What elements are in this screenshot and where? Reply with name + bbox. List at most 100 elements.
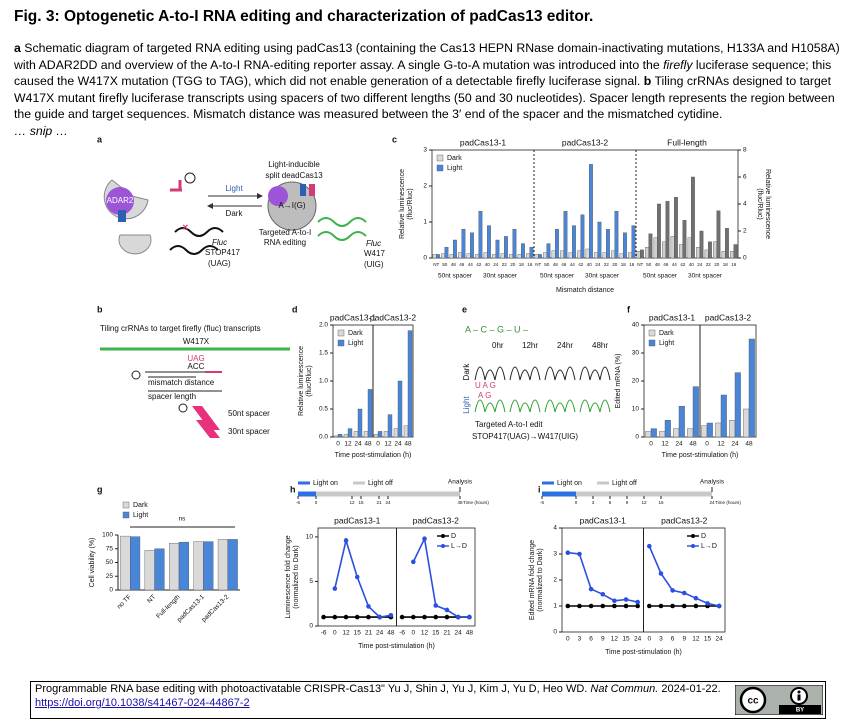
crRNA-loop bbox=[131, 370, 141, 380]
y-tick-label: 0 bbox=[423, 255, 427, 262]
legend-swatch bbox=[337, 329, 345, 337]
spacer-label: 50nt spacer bbox=[643, 273, 678, 280]
point bbox=[422, 614, 427, 620]
bar bbox=[193, 541, 204, 591]
bar bbox=[509, 254, 513, 259]
x-tick-label: 20 bbox=[714, 262, 720, 267]
point bbox=[343, 538, 349, 543]
legend-label: Light bbox=[659, 340, 674, 347]
legend-marker bbox=[691, 544, 695, 548]
y-tick-label: 0 bbox=[635, 434, 639, 441]
x-tick-label: 48 bbox=[689, 441, 697, 448]
bar bbox=[648, 233, 653, 259]
bar bbox=[748, 338, 755, 438]
bar bbox=[466, 253, 471, 259]
point bbox=[422, 536, 427, 541]
bar bbox=[568, 252, 573, 259]
timeline-tick-label: 6 bbox=[609, 500, 612, 505]
point bbox=[658, 603, 664, 609]
y-tick-label: 4 bbox=[743, 201, 747, 208]
point bbox=[612, 598, 617, 604]
bar bbox=[594, 252, 598, 259]
x-tick-label: 24 bbox=[697, 262, 703, 267]
x-tick-label: 44 bbox=[468, 262, 474, 267]
bar bbox=[721, 251, 726, 259]
x-tick-label: 48 bbox=[466, 630, 474, 637]
x-tick-label: 9 bbox=[682, 636, 686, 643]
panel-label: c bbox=[392, 134, 397, 144]
axis-title: Luminescence fold change bbox=[285, 535, 292, 618]
x-tick-label: 40 bbox=[689, 262, 695, 267]
bar bbox=[436, 254, 440, 259]
legend-label: Light bbox=[447, 165, 462, 172]
group-title: padCas13-2 bbox=[562, 137, 609, 147]
x-tick-label: 21 bbox=[443, 630, 451, 637]
bar bbox=[580, 214, 585, 259]
bar bbox=[611, 250, 615, 259]
bar bbox=[708, 241, 712, 259]
point bbox=[623, 597, 629, 602]
bar bbox=[403, 425, 409, 438]
panel-b: b Tiling crRNAs to target firefly (fluc)… bbox=[97, 304, 290, 438]
edit-label: Targeted A-to-I edit bbox=[475, 420, 543, 429]
bar bbox=[687, 428, 694, 438]
point bbox=[321, 614, 326, 620]
x-tick-label: NT bbox=[535, 262, 541, 267]
x-tick-label: 40 bbox=[485, 262, 491, 267]
bar bbox=[449, 254, 454, 259]
group-title: padCas13-1 bbox=[460, 137, 507, 147]
x-tick-label: 15 bbox=[432, 630, 440, 637]
y-tick-label: 4 bbox=[553, 525, 557, 532]
bar bbox=[357, 408, 363, 438]
point bbox=[670, 603, 675, 609]
point bbox=[716, 603, 722, 609]
fluc-label: Fluc bbox=[212, 238, 227, 247]
time-label: 48hr bbox=[592, 341, 608, 350]
timeline-tick-label: 48 bbox=[457, 500, 463, 505]
bar bbox=[144, 550, 155, 591]
y-tick-label: 2 bbox=[423, 183, 427, 190]
spacer-label: spacer length bbox=[148, 392, 196, 401]
point bbox=[354, 574, 360, 580]
bar bbox=[715, 422, 722, 438]
bar bbox=[664, 420, 671, 438]
bar bbox=[461, 228, 466, 259]
point bbox=[455, 614, 461, 620]
point bbox=[705, 601, 710, 606]
bar bbox=[546, 243, 551, 259]
y-tick-label: 10 bbox=[632, 406, 640, 413]
bar bbox=[674, 197, 678, 259]
axis-title: (fluc/Rluc) bbox=[306, 365, 313, 397]
series-line bbox=[412, 536, 470, 618]
timeline-tick-label: 9 bbox=[626, 500, 629, 505]
bar bbox=[597, 221, 602, 259]
analysis-label: Analysis bbox=[448, 479, 473, 486]
x-tick-label: 24 bbox=[595, 262, 601, 267]
group-title: padCas13-2 bbox=[370, 312, 417, 322]
bar bbox=[743, 408, 750, 438]
mismatch-label: mismatch distance bbox=[148, 378, 215, 387]
adar-domain bbox=[268, 186, 288, 206]
bar bbox=[363, 431, 369, 438]
x-tick-label: 15 bbox=[704, 636, 712, 643]
legend-label: Dark bbox=[133, 502, 148, 509]
point bbox=[623, 603, 629, 609]
spacer-label: 50nt spacer bbox=[438, 273, 473, 280]
doi-link[interactable]: https://doi.org/10.1038/s41467-024-44867… bbox=[35, 697, 250, 709]
bar bbox=[725, 228, 729, 259]
spacer-50: 50nt spacer bbox=[228, 409, 270, 418]
point bbox=[399, 614, 405, 620]
bar bbox=[650, 428, 657, 438]
bar bbox=[534, 254, 539, 259]
bar bbox=[720, 394, 727, 438]
bar bbox=[572, 225, 576, 259]
bar bbox=[478, 210, 483, 259]
row-label: Dark bbox=[462, 363, 471, 381]
timeline-tick-label: -6 bbox=[540, 500, 545, 505]
y-tick-label: 3 bbox=[423, 147, 427, 154]
crRNA-loop bbox=[178, 403, 188, 413]
bar bbox=[383, 431, 389, 438]
point bbox=[577, 603, 582, 609]
bar bbox=[679, 244, 683, 259]
